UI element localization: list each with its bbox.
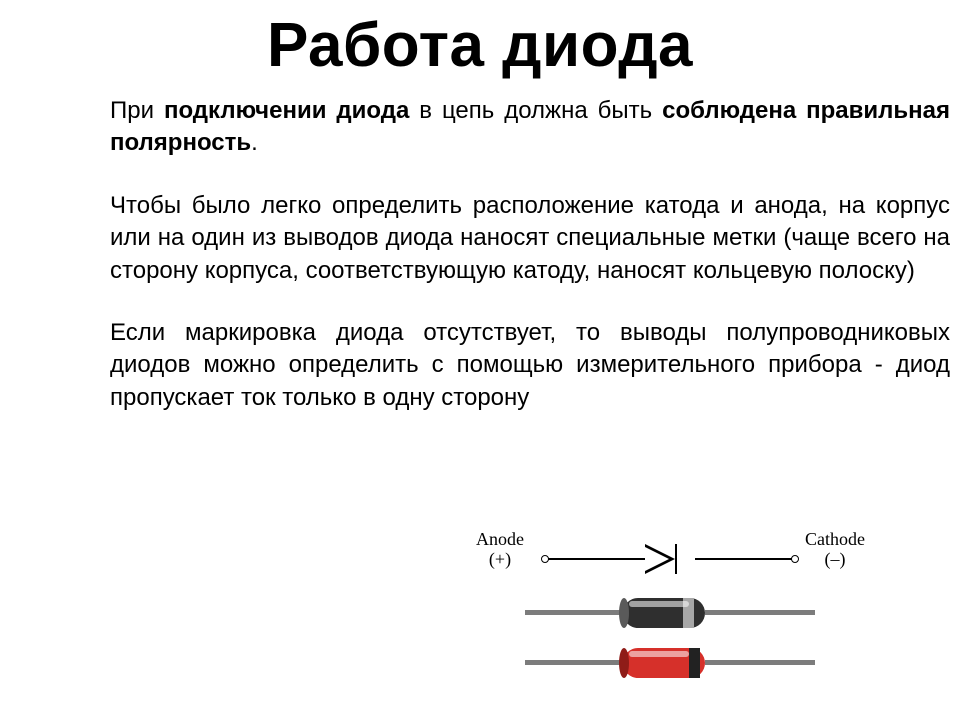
p3-mid: маркировка диода <box>165 319 403 346</box>
p1-pre: При <box>110 97 154 124</box>
diode-triangle-fill <box>645 547 669 571</box>
black-diode-row <box>465 588 875 636</box>
paragraph-3: Если маркировка диода отсутствует, то вы… <box>110 317 950 414</box>
p1-bold1: подключении диода <box>154 97 409 124</box>
slide-title: Работа диода <box>40 10 920 81</box>
diode-schematic <box>545 544 795 574</box>
black-diode-highlight <box>629 601 689 607</box>
anode-word: Anode <box>476 529 524 549</box>
red-diode-row <box>465 638 875 686</box>
p1-post: . <box>251 129 258 156</box>
cathode-label: Cathode (–) <box>795 530 875 570</box>
red-diode-endcap <box>619 648 629 678</box>
red-diode-band <box>689 648 700 678</box>
black-lead-left <box>525 610 625 615</box>
paragraph-1: При подключении диода в цепь должна быть… <box>110 95 950 160</box>
wire-left <box>545 558 645 560</box>
diode-cathode-bar <box>675 544 677 574</box>
cathode-sign: (–) <box>825 549 846 569</box>
wire-right <box>695 558 795 560</box>
slide-body: При подключении диода в цепь должна быть… <box>110 95 950 414</box>
slide: Работа диода При подключении диода в цеп… <box>0 0 960 720</box>
black-diode-endcap <box>619 598 629 628</box>
anode-sign: (+) <box>489 549 511 569</box>
red-lead-left <box>525 660 625 665</box>
terminal-left <box>541 555 549 563</box>
p1-mid: в цепь должна быть <box>409 97 662 124</box>
anode-label: Anode (+) <box>465 530 535 570</box>
black-lead-right <box>705 610 815 615</box>
p3-pre: Если <box>110 319 165 346</box>
cathode-word: Cathode <box>805 529 865 549</box>
paragraph-2: Чтобы было легко определить расположение… <box>110 190 950 287</box>
diode-figure: Anode (+) Cathode (–) <box>465 530 875 690</box>
red-lead-right <box>705 660 815 665</box>
red-diode-highlight <box>629 651 689 657</box>
diode-symbol-row: Anode (+) Cathode (–) <box>465 530 875 586</box>
